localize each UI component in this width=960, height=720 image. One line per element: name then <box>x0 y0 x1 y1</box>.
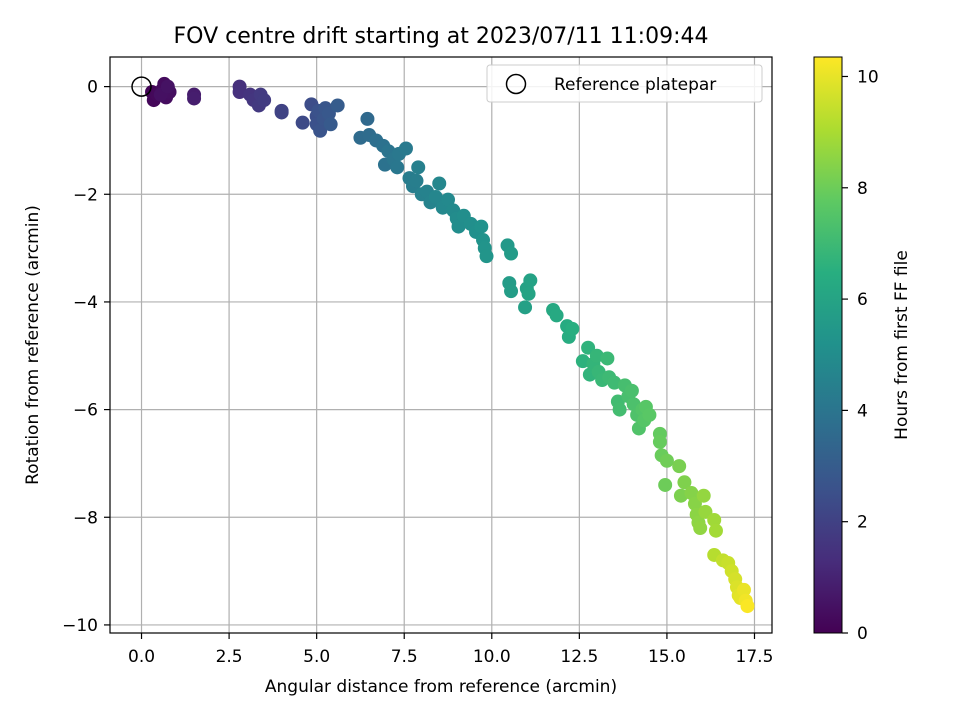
colorbar-gradient <box>813 56 843 634</box>
colorbar-tick-label: 2 <box>857 513 868 533</box>
data-point <box>607 375 622 390</box>
data-point <box>693 521 708 536</box>
colorbar-ticks: 0 2 4 6 8 10 <box>842 67 879 644</box>
data-point <box>575 354 590 369</box>
data-point <box>673 488 688 503</box>
data-point <box>684 486 699 501</box>
legend: Reference platepar <box>486 64 763 103</box>
data-point <box>707 512 722 527</box>
colorbar-tick-label: 0 <box>857 624 868 644</box>
data-point <box>549 308 564 323</box>
colorbar-tick-label: 8 <box>857 179 868 199</box>
x-tick-label: 15.0 <box>648 647 686 667</box>
colorbar-tick-label: 4 <box>857 401 868 421</box>
reference-marker <box>131 76 152 97</box>
y-tick-label: −6 <box>73 401 98 421</box>
data-point <box>451 219 466 234</box>
data-point <box>504 246 519 261</box>
x-tick-label: 10.0 <box>473 647 511 667</box>
y-tick-label: −4 <box>73 293 98 313</box>
data-point <box>257 93 272 108</box>
data-point <box>740 599 755 614</box>
x-tick-label: 0.0 <box>128 647 155 667</box>
data-point <box>521 286 536 301</box>
data-point <box>696 488 711 503</box>
data-point <box>411 160 426 175</box>
x-tick-label: 12.5 <box>560 647 598 667</box>
data-point <box>600 351 615 366</box>
colorbar-tick-label: 10 <box>857 67 879 87</box>
data-point <box>589 348 604 363</box>
data-points <box>145 76 755 614</box>
data-point <box>652 434 667 449</box>
data-point <box>187 91 202 106</box>
data-point <box>409 173 424 188</box>
x-tick-label: 17.5 <box>736 647 774 667</box>
y-tick-label: −8 <box>73 508 98 528</box>
data-point <box>659 453 674 468</box>
data-point <box>274 105 289 120</box>
data-point <box>518 300 533 315</box>
y-tick-label: −10 <box>62 616 98 636</box>
x-tick-label: 2.5 <box>216 647 243 667</box>
colorbar: 0 2 4 6 8 10 Hours from first FF file <box>813 56 912 644</box>
data-point <box>441 192 456 207</box>
x-tick-label: 5.0 <box>303 647 330 667</box>
data-point <box>708 523 723 538</box>
data-point <box>474 219 489 234</box>
data-point <box>677 475 692 490</box>
data-point <box>313 123 328 138</box>
data-point <box>624 383 639 398</box>
y-axis-ticks: 0 −2 −4 −6 −8 −10 <box>62 78 110 636</box>
chart-title: FOV centre drift starting at 2023/07/11 … <box>174 24 709 49</box>
legend-entry-reference: Reference platepar <box>554 75 716 95</box>
data-point <box>642 407 657 422</box>
data-point <box>295 115 310 130</box>
data-point <box>736 582 751 597</box>
data-point <box>390 160 405 175</box>
colorbar-tick-label: 6 <box>857 290 868 310</box>
data-point <box>323 117 338 132</box>
colorbar-label: Hours from first FF file <box>892 250 912 440</box>
data-point <box>523 273 538 288</box>
data-point <box>360 111 375 126</box>
y-axis-label: Rotation from reference (arcmin) <box>23 205 43 485</box>
data-point <box>658 477 673 492</box>
grid-lines <box>110 57 772 633</box>
x-axis-ticks: 0.0 2.5 5.0 7.5 10.0 12.5 15.0 17.5 <box>128 633 773 667</box>
data-point <box>612 402 627 417</box>
data-point <box>672 459 687 474</box>
x-axis-label: Angular distance from reference (arcmin) <box>265 677 617 697</box>
legend-box <box>486 64 763 103</box>
data-point <box>565 321 580 336</box>
data-point <box>432 176 447 191</box>
reference-platepar-point <box>131 76 152 97</box>
y-tick-label: −2 <box>73 185 98 205</box>
data-point <box>232 84 247 99</box>
legend-reference-marker <box>505 73 527 95</box>
data-point <box>428 189 443 204</box>
data-point <box>398 141 413 156</box>
plot-frame <box>109 56 773 634</box>
data-point <box>479 249 494 264</box>
y-tick-label: 0 <box>87 78 98 98</box>
data-point <box>504 284 519 299</box>
data-point <box>160 79 175 94</box>
data-point <box>330 98 345 113</box>
x-tick-label: 7.5 <box>391 647 418 667</box>
